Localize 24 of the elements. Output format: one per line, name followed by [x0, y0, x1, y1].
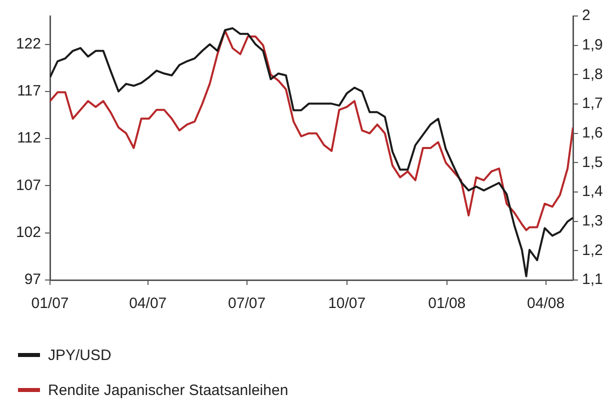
y2-tick-label: 1,7: [582, 95, 603, 112]
y2-tick-label: 1,2: [582, 242, 603, 259]
y2-tick-label: 2: [582, 7, 590, 24]
y-tick-label: 117: [17, 82, 41, 100]
y-tick-label: 112: [17, 130, 41, 147]
x-tick-label: 04/08: [527, 295, 565, 312]
y2-tick-label: 1,6: [582, 124, 603, 142]
legend-label: JPY/USD: [48, 346, 112, 364]
y2-tick-label: 1,3: [582, 212, 603, 230]
y-tick-label: 122: [16, 35, 41, 52]
y2-tick-label: 1,4: [582, 183, 603, 200]
y-tick-label: 107: [16, 176, 41, 194]
x-tick-label: 07/07: [228, 295, 266, 312]
x-tick-label: 01/08: [428, 295, 466, 312]
y2-tick-label: 1,1: [582, 271, 603, 288]
y2-tick-label: 1,9: [582, 36, 603, 54]
legend-label: Rendite Japanischer Staatsanleihen: [48, 382, 288, 398]
x-tick-label: 01/07: [31, 295, 69, 312]
y-tick-label: 102: [16, 224, 41, 241]
y2-tick-label: 1,8: [582, 66, 603, 83]
y-tick-label: 97: [24, 271, 41, 288]
x-tick-label: 04/07: [129, 295, 167, 312]
y2-tick-label: 1,5: [582, 154, 603, 171]
x-tick-label: 10/07: [328, 295, 366, 312]
